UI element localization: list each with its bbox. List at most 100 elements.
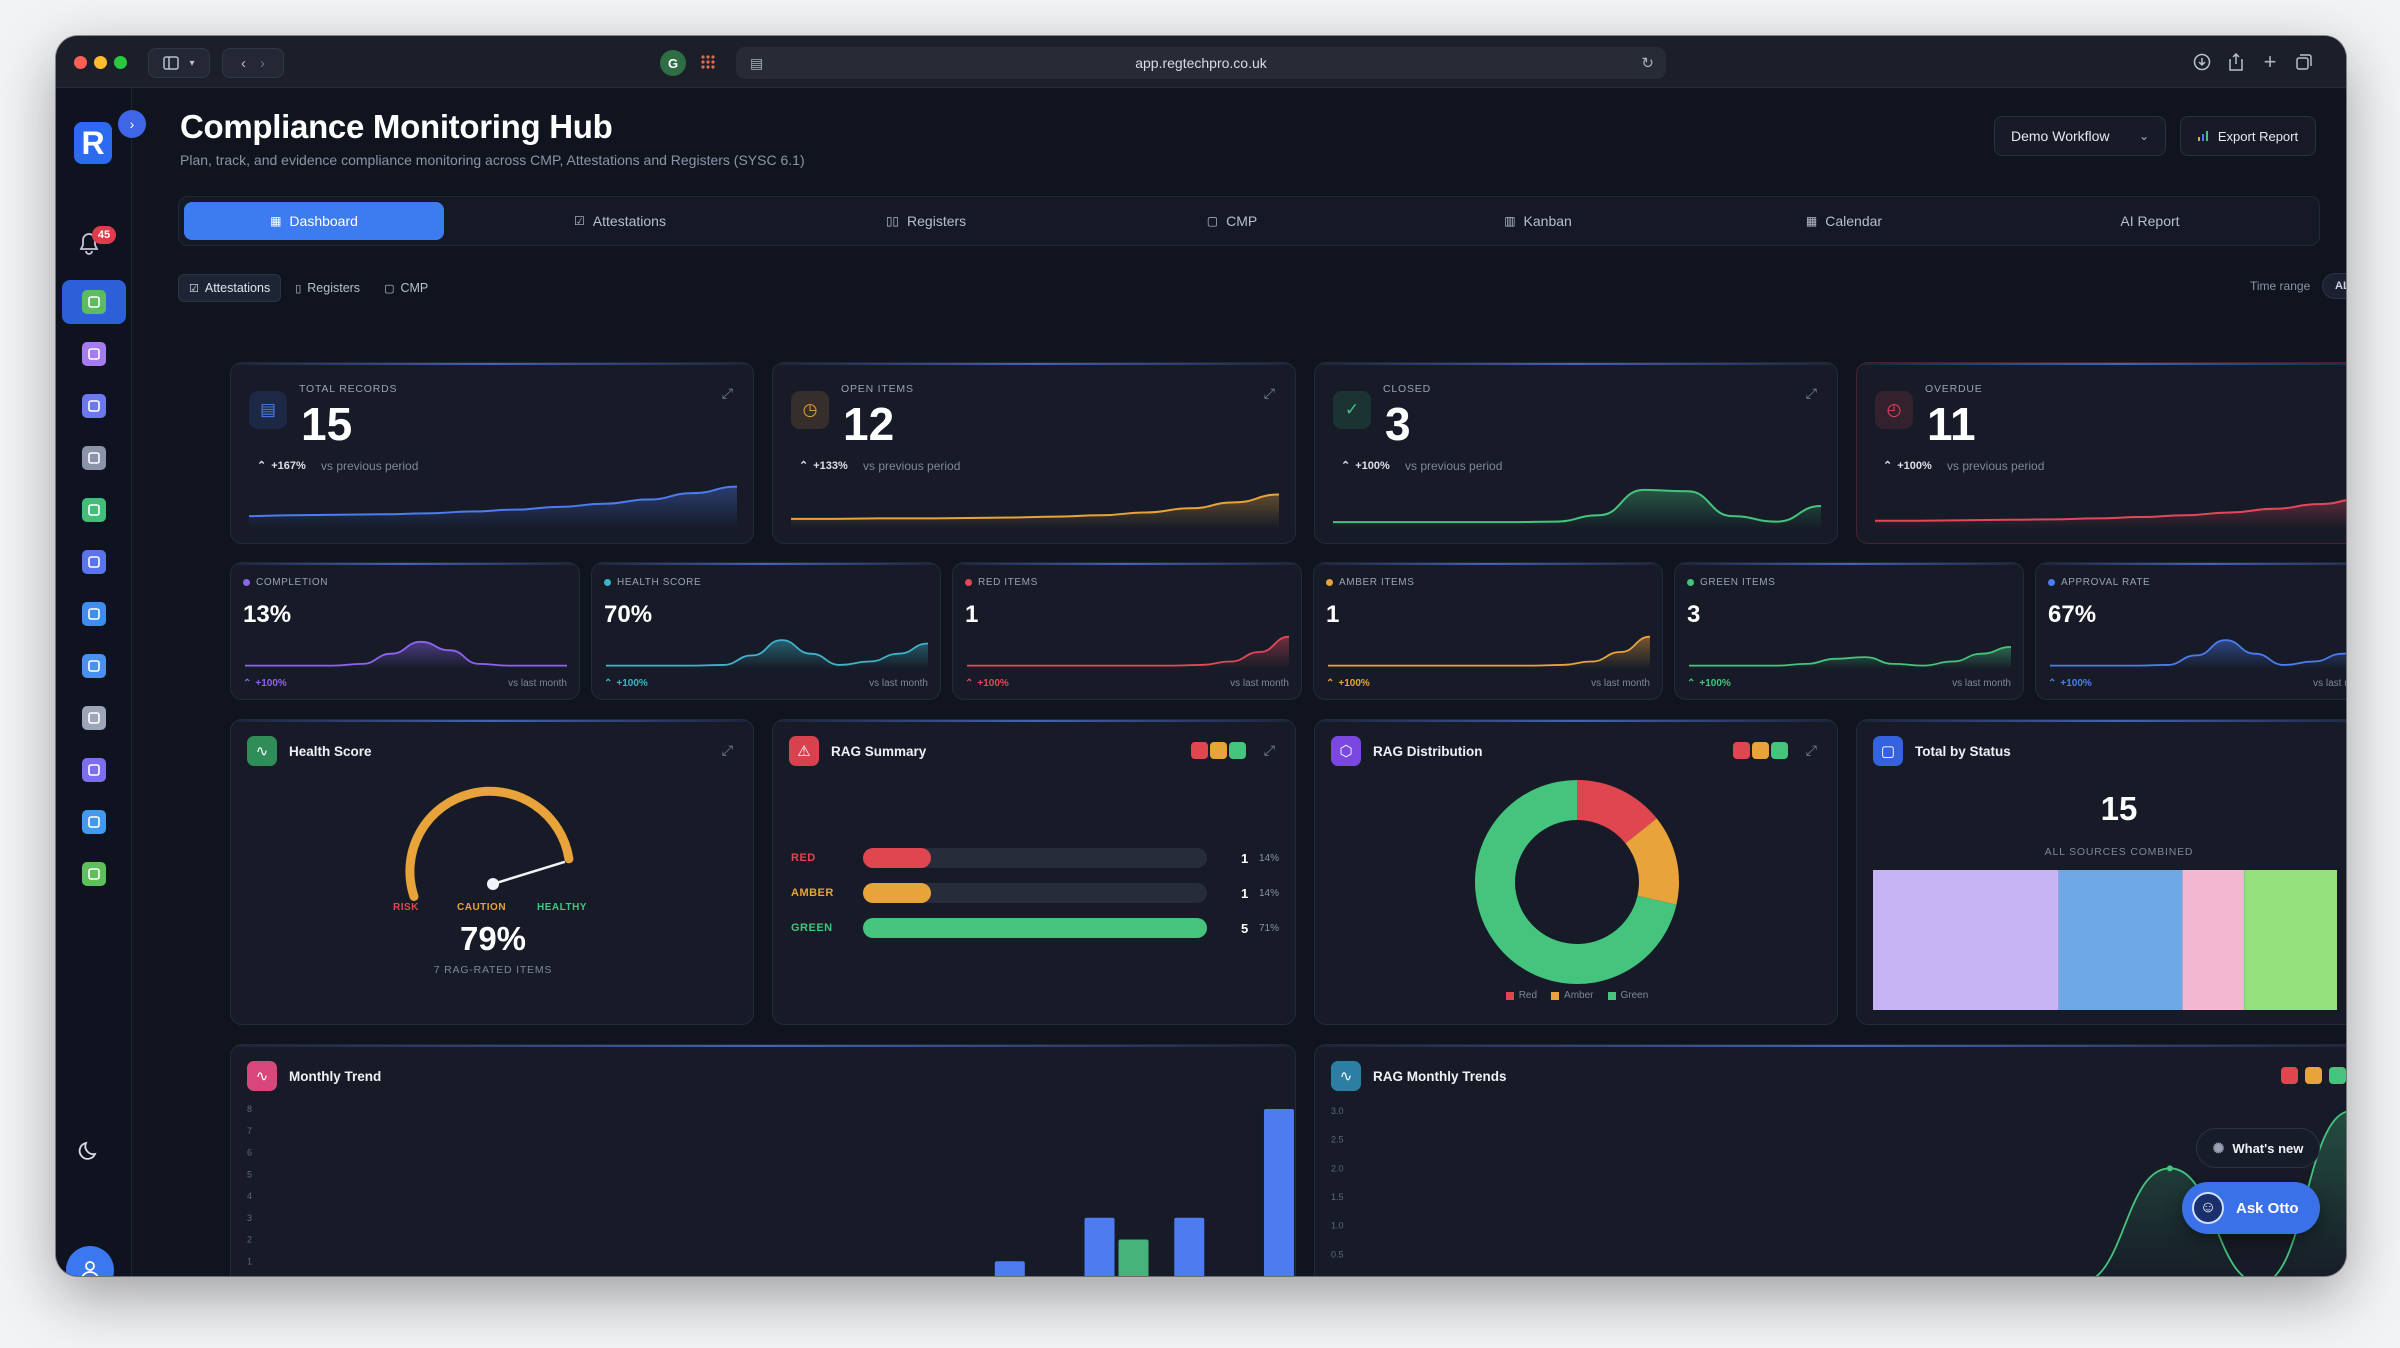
bar-jun-26-s0[interactable] — [1263, 1109, 1294, 1276]
close-window-button[interactable] — [74, 56, 87, 69]
card-title: Monthly Trend — [289, 1069, 382, 1084]
sidebar-item-lock[interactable] — [62, 592, 126, 636]
rag-name: AMBER — [791, 887, 834, 899]
expand-icon[interactable]: ⤢ — [721, 385, 733, 401]
sidebar-item-workflows[interactable] — [62, 280, 126, 324]
kpi-value: 3 — [1385, 398, 1411, 450]
downloads-icon[interactable] — [2190, 50, 2214, 74]
tab-registers[interactable]: ▯▯ Registers — [796, 202, 1056, 240]
card-title: RAG Summary — [831, 744, 927, 759]
moon-icon[interactable] — [78, 1140, 100, 1168]
tab-kanban[interactable]: ▥ Kanban — [1408, 202, 1668, 240]
arrow-up-icon: ⌃ — [799, 460, 809, 472]
activity-icon: ∿ — [247, 736, 277, 766]
status-segment-2[interactable] — [2182, 870, 2245, 1010]
page-title: Compliance Monitoring Hub — [180, 108, 613, 145]
sidebar-item-news[interactable] — [62, 436, 126, 480]
sidebar-item-people[interactable] — [62, 332, 126, 376]
status-segment-1[interactable] — [2058, 870, 2183, 1010]
main-content: Compliance Monitoring Hub Plan, track, a… — [132, 88, 2346, 1276]
kpi-value: 11 — [1927, 398, 1976, 450]
export-report-button[interactable]: Export Report — [2180, 116, 2316, 156]
status-segment-0[interactable] — [1873, 870, 2059, 1010]
sidebar-item-card[interactable] — [62, 852, 126, 896]
donut-slice-green[interactable] — [1475, 780, 1677, 984]
expand-icon[interactable]: ⤢ — [1805, 742, 1817, 758]
kpi-value: 12 — [843, 398, 895, 450]
sidebar-item-network[interactable] — [62, 644, 126, 688]
subtab-registers[interactable]: ▯ Registers — [285, 274, 370, 302]
time-range-select[interactable]: ALL ⌄ — [2322, 273, 2346, 299]
grammarly-extension-icon[interactable]: G — [660, 50, 686, 76]
sidebar-toggle-button[interactable]: ▾ — [148, 48, 210, 78]
rag-row-green: GREEN 5 71% — [791, 918, 1281, 938]
sidebar-item-shield-green[interactable] — [62, 488, 126, 532]
tab-calendar[interactable]: ▦ Calendar — [1714, 202, 1974, 240]
tab-ai-report[interactable]: AI Report — [2020, 202, 2280, 240]
reload-icon[interactable]: ↻ — [1641, 55, 1654, 72]
page-settings-icon[interactable]: ▤ — [750, 54, 764, 71]
expand-icon[interactable]: ⤢ — [1805, 385, 1817, 401]
sparkline-area — [791, 494, 1279, 529]
tab-attestations[interactable]: ☑ Attestations — [490, 202, 750, 240]
apps-grid-icon[interactable] — [696, 50, 720, 74]
bar-apr-26-s1[interactable] — [1118, 1239, 1149, 1277]
expand-icon[interactable]: ⤢ — [1263, 385, 1275, 401]
metric-value: 1 — [1326, 601, 1340, 628]
tab-dashboard[interactable]: ▦ Dashboard — [184, 202, 444, 240]
metric-delta-value: +100% — [2060, 678, 2092, 689]
user-avatar[interactable] — [66, 1246, 114, 1276]
subtab-attestations[interactable]: ☑ Attestations — [178, 274, 282, 302]
donut-slice-red[interactable] — [1577, 780, 1657, 844]
sidebar-item-list[interactable] — [62, 748, 126, 792]
back-icon[interactable]: ‹ — [241, 54, 246, 72]
subtab-cmp[interactable]: ▢ CMP — [374, 274, 438, 302]
share-icon[interactable] — [2224, 50, 2248, 74]
url-bar[interactable]: ▤ app.regtechpro.co.uk ↻ — [736, 47, 1666, 79]
status-segment-3[interactable] — [2244, 870, 2337, 1010]
arrow-up-icon: ⌃ — [1687, 678, 1696, 689]
red-swatch — [2281, 1067, 2298, 1084]
expand-icon[interactable]: ⤢ — [721, 742, 733, 758]
metric-comparison: vs last month — [1230, 678, 1289, 689]
new-tab-icon[interactable]: + — [2263, 49, 2277, 74]
browser-window: ▾ ‹ › G ▤ app.regtechpro.co.uk ↻ + R › — [56, 36, 2346, 1276]
bar-mar-26-s0[interactable] — [994, 1261, 1025, 1276]
kpi-label: TOTAL RECORDS — [299, 383, 398, 395]
gauge-pivot — [487, 878, 499, 890]
sidebar-item-report[interactable] — [62, 800, 126, 844]
bar-may-26-s0[interactable] — [1174, 1217, 1205, 1276]
zoom-window-button[interactable] — [114, 56, 127, 69]
metric-sparkline — [245, 640, 567, 669]
metric-comparison: vs last month — [869, 678, 928, 689]
chevron-down-icon: ▾ — [189, 57, 195, 69]
sidebar-item-shield[interactable] — [62, 384, 126, 428]
expand-icon[interactable]: ⤢ — [1263, 742, 1275, 758]
card-title: RAG Monthly Trends — [1373, 1069, 1507, 1084]
lock-shield-icon — [82, 602, 106, 626]
kpi-value: 15 — [301, 398, 353, 450]
sparkle-icon: ✺ — [2212, 1139, 2225, 1156]
minimize-window-button[interactable] — [94, 56, 107, 69]
tab-overview-icon[interactable] — [2292, 50, 2316, 74]
app-logo[interactable]: R — [74, 122, 112, 164]
tab-cmp[interactable]: ▢ CMP — [1102, 202, 1362, 240]
sparkline-line — [1689, 646, 2011, 667]
activity-icon: ∿ — [1331, 1061, 1361, 1091]
donut-slice-amber[interactable] — [1625, 818, 1679, 905]
ask-otto-button[interactable]: ☺ Ask Otto — [2182, 1182, 2320, 1234]
whats-new-button[interactable]: ✺ What's new — [2196, 1128, 2320, 1168]
bar-apr-26-s0[interactable] — [1084, 1217, 1115, 1276]
forward-icon[interactable]: › — [260, 54, 265, 72]
collapse-sidebar-button[interactable]: › — [118, 110, 146, 138]
kpi-delta: ⌃ +100% — [1883, 459, 1932, 472]
metric-delta-value: +100% — [1699, 678, 1731, 689]
check-circle-icon: ✓ — [1333, 391, 1371, 429]
gauge-arc — [405, 786, 574, 902]
kpi-card-total-records: ▤ TOTAL RECORDS 15 ⌃ +167% vs previous period… — [230, 362, 754, 544]
workflow-select[interactable]: Demo Workflow ⌄ — [1994, 116, 2166, 156]
sidebar-item-target[interactable] — [62, 540, 126, 584]
series-point-2[interactable] — [2166, 1165, 2173, 1172]
sidebar-item-bank[interactable] — [62, 696, 126, 740]
